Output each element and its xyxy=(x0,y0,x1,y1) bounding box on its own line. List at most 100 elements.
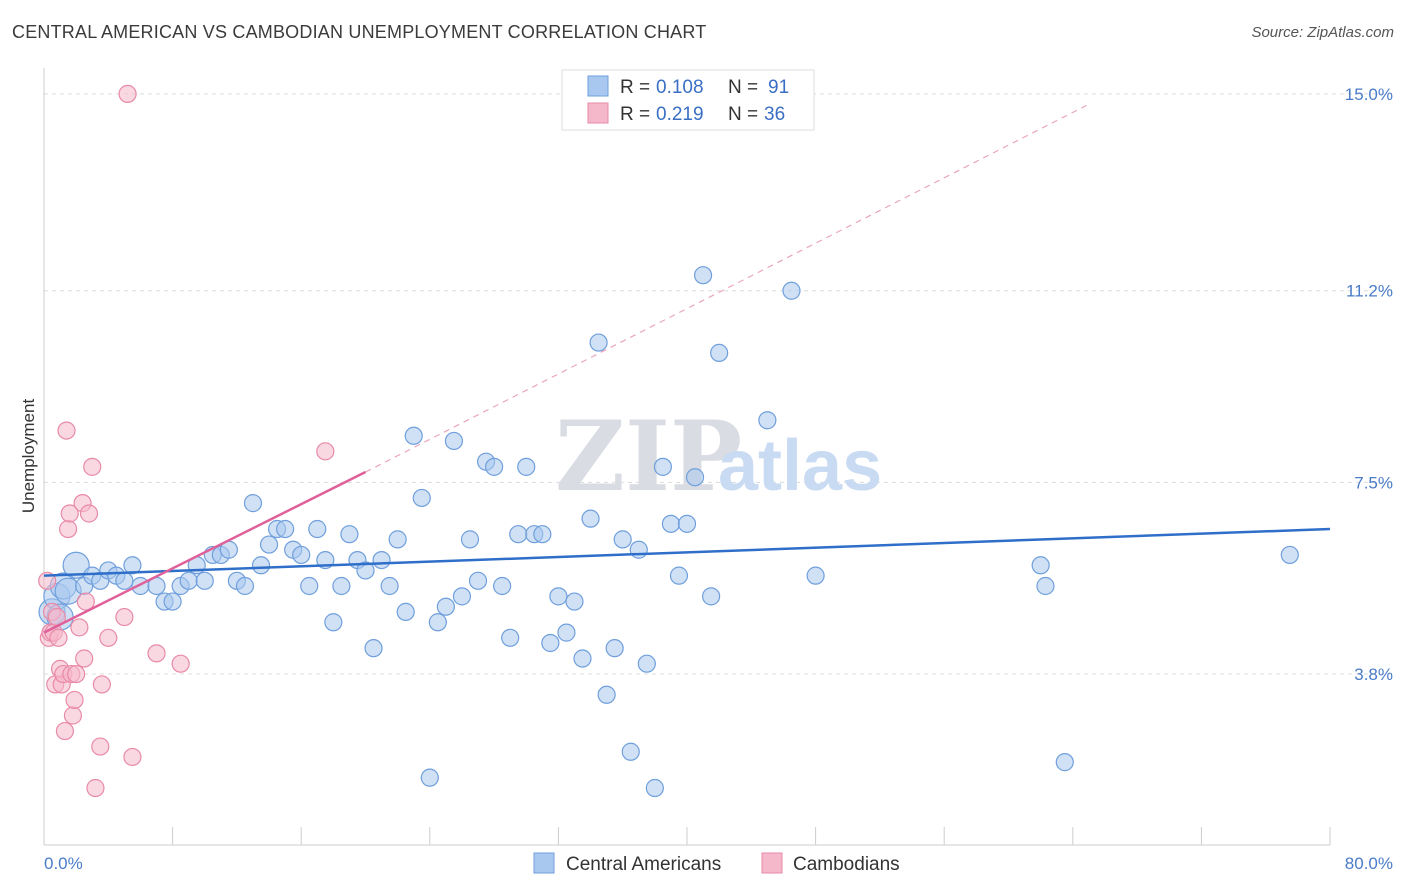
point-central-americans xyxy=(444,431,464,451)
point-cambodians xyxy=(63,706,83,725)
point-central-americans xyxy=(195,571,214,590)
point-central-americans xyxy=(669,566,689,585)
point-central-americans xyxy=(468,571,488,590)
point-central-americans xyxy=(1280,545,1299,565)
point-central-americans xyxy=(179,571,198,590)
x-tick-label-min: 0.0% xyxy=(44,854,83,873)
point-central-americans xyxy=(163,592,182,611)
point-central-americans xyxy=(493,576,512,596)
point-central-americans xyxy=(621,742,640,761)
watermark-zip: ZIP xyxy=(555,400,742,513)
trend-cambodians xyxy=(43,470,367,634)
x-tick-label-max: 80.0% xyxy=(1345,854,1393,873)
point-central-americans xyxy=(388,530,407,549)
point-central-americans xyxy=(62,551,90,579)
point-central-americans xyxy=(364,639,383,658)
point-central-americans xyxy=(332,576,351,596)
point-central-americans xyxy=(372,550,391,570)
y-tick-label: 3.8% xyxy=(1354,665,1393,684)
series-legend: Central Americans Cambodians xyxy=(533,852,900,875)
point-central-americans xyxy=(549,587,568,606)
point-cambodians xyxy=(118,84,137,104)
legend-r-value-1: 0.108 xyxy=(656,77,704,98)
point-cambodians xyxy=(86,778,105,798)
trend-lines xyxy=(43,103,1331,634)
legend-n-label-2: N = xyxy=(728,104,758,125)
y-tick-label: 15.0% xyxy=(1345,85,1393,104)
y-tick-label: 11.2% xyxy=(1346,282,1393,301)
point-cambodians xyxy=(57,421,76,440)
point-central-americans xyxy=(251,556,271,575)
point-central-americans xyxy=(565,592,584,611)
point-cambodians xyxy=(60,504,79,523)
point-cambodians xyxy=(55,721,74,741)
point-cambodians xyxy=(91,737,110,756)
series-legend-swatch-cambodians xyxy=(761,852,783,874)
point-central-americans xyxy=(412,488,431,508)
point-cambodians xyxy=(75,649,94,668)
point-central-americans xyxy=(1036,576,1055,596)
point-central-americans xyxy=(573,649,592,668)
point-central-americans xyxy=(645,778,664,798)
point-central-americans xyxy=(597,685,616,704)
point-central-americans xyxy=(589,333,608,352)
point-central-americans xyxy=(501,628,520,647)
point-cambodians xyxy=(49,628,68,647)
point-central-americans xyxy=(1055,753,1074,772)
point-central-americans xyxy=(710,343,729,362)
legend-n-value-1: 91 xyxy=(768,77,789,98)
chart-title: CENTRAL AMERICAN VS CAMBODIAN UNEMPLOYME… xyxy=(12,22,707,42)
point-cambodians xyxy=(83,457,102,476)
point-central-americans xyxy=(702,587,721,606)
legend-swatch-central-americans xyxy=(587,75,609,97)
point-cambodians xyxy=(316,442,335,461)
point-cambodians xyxy=(123,747,142,767)
point-cambodians xyxy=(59,519,78,539)
point-central-americans xyxy=(1031,556,1050,575)
point-central-americans xyxy=(693,266,713,285)
point-central-americans xyxy=(557,623,576,642)
legend-r-value-2: 0.219 xyxy=(656,104,704,125)
point-central-americans xyxy=(460,530,480,549)
point-central-americans xyxy=(605,639,624,658)
legend-n-label-1: N = xyxy=(728,77,758,98)
y-tick-label: 7.5% xyxy=(1354,473,1393,492)
point-central-americans xyxy=(259,535,279,554)
trend-extension-cambodians xyxy=(365,103,1090,473)
point-central-americans xyxy=(292,545,311,565)
point-central-americans xyxy=(308,519,327,539)
point-central-americans xyxy=(276,519,295,539)
watermark: ZIP atlas xyxy=(555,400,882,513)
point-central-americans xyxy=(806,566,825,585)
point-central-americans xyxy=(131,576,150,596)
axes xyxy=(43,68,1331,846)
point-cambodians xyxy=(92,675,111,694)
point-central-americans xyxy=(428,613,447,632)
point-central-americans xyxy=(517,457,536,476)
point-cambodians xyxy=(67,664,86,684)
point-central-americans xyxy=(420,768,439,787)
legend-r-label-2: R = xyxy=(620,104,650,125)
point-central-americans xyxy=(380,576,399,596)
trend-central-americans xyxy=(43,527,1331,577)
point-cambodians xyxy=(147,644,166,663)
point-central-americans xyxy=(533,525,552,544)
point-central-americans xyxy=(300,576,319,596)
point-cambodians xyxy=(76,592,95,611)
data-points xyxy=(38,84,1299,798)
point-cambodians xyxy=(115,607,134,627)
point-central-americans xyxy=(235,576,255,596)
point-central-americans xyxy=(243,494,263,513)
series-legend-swatch-central-americans xyxy=(533,852,555,874)
y-tick-labels: 3.8% 7.5% 11.2% 15.0% xyxy=(1345,85,1393,684)
legend-r-label-1: R = xyxy=(620,77,650,98)
point-central-americans xyxy=(782,281,801,300)
point-central-americans xyxy=(404,426,423,445)
legend-swatch-cambodians xyxy=(587,102,609,124)
point-central-americans xyxy=(758,411,777,430)
series-legend-label-central-americans: Central Americans xyxy=(566,854,721,875)
point-central-americans xyxy=(661,514,681,533)
point-cambodians xyxy=(79,504,99,523)
point-central-americans xyxy=(436,597,455,616)
point-central-americans xyxy=(115,571,134,590)
